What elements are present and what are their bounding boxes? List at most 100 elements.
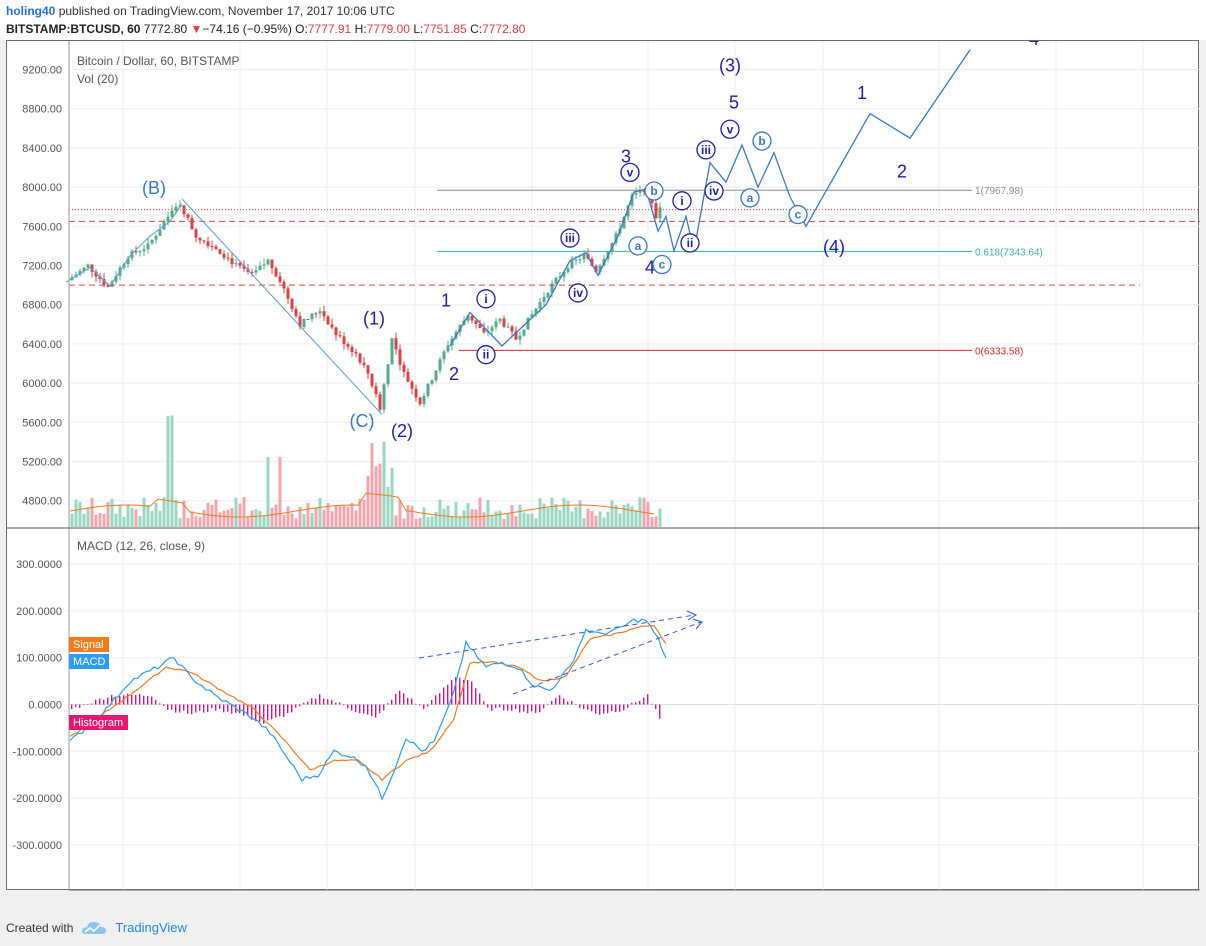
candle-body	[114, 276, 118, 282]
volume-bar	[398, 500, 402, 527]
histogram-bar	[255, 704, 257, 722]
histogram-bar	[411, 698, 413, 705]
histogram-bar	[395, 694, 397, 705]
histogram-bar	[583, 704, 585, 710]
histogram-bar	[331, 700, 333, 705]
histogram-bar	[163, 704, 165, 707]
volume-bar	[342, 505, 346, 527]
histogram-bar	[535, 704, 537, 713]
volume-bar	[166, 415, 170, 527]
histogram-bar	[383, 704, 385, 711]
histogram-bar	[307, 701, 309, 705]
price-tick-label: 7600.00	[22, 221, 62, 233]
volume-bar	[634, 510, 638, 527]
candle-body	[310, 313, 314, 320]
candle-body	[414, 388, 418, 398]
histogram-bar	[519, 704, 521, 713]
macd-tick-label: 300.0000	[16, 559, 62, 571]
wave-circle-label: iii	[701, 143, 711, 157]
histogram-bar	[431, 699, 433, 705]
publish-line: holing40 published on TradingView.com, N…	[6, 4, 395, 18]
volume-bar	[290, 513, 294, 527]
open-label: O:	[295, 22, 308, 36]
candle-body	[78, 270, 82, 275]
histogram-bar	[203, 704, 205, 713]
histogram-bar	[267, 704, 269, 721]
chart-panel[interactable]: 1(7967.98) 0.618(7343.64) 0(6333.58) (B) (C)…	[6, 29, 1200, 909]
chart-svg[interactable]: 1(7967.98) 0.618(7343.64) 0(6333.58) (B) (C)…	[7, 29, 1200, 909]
wave-circle	[620, 162, 640, 183]
volume-bar	[630, 506, 634, 527]
candle-body	[126, 258, 130, 265]
candle-body	[354, 351, 358, 354]
candle-body	[510, 326, 514, 332]
histogram-bar	[451, 680, 453, 705]
histogram-bar	[191, 704, 193, 715]
volume-bar	[134, 509, 138, 527]
histogram-bar	[311, 698, 313, 705]
tradingview-logo[interactable]: TradingView	[115, 920, 187, 935]
volume-bar	[298, 506, 302, 527]
histogram-bar	[511, 704, 513, 711]
histogram-bar	[403, 693, 405, 705]
volume-bar	[518, 504, 522, 527]
histogram-bar	[547, 704, 549, 706]
macd-legend: MACD (12, 26, close, 9)	[77, 539, 205, 553]
wave-circle	[704, 181, 724, 201]
volume-bar	[654, 516, 658, 527]
histogram-bar	[347, 704, 349, 709]
volume-bar	[338, 506, 342, 527]
wave-label: 2	[449, 364, 459, 384]
candle-body	[562, 271, 566, 277]
volume-bar	[470, 509, 474, 527]
volume-bar	[110, 498, 114, 527]
price-change: −74.16 (−0.95%)	[202, 22, 292, 36]
price-tick-label: 4800.00	[22, 496, 62, 508]
volume-bar	[390, 467, 394, 527]
volume-bar	[402, 518, 406, 527]
histogram-bar	[323, 698, 325, 705]
volume-bar	[626, 503, 630, 527]
wave-circle	[628, 236, 648, 256]
histogram-bar	[423, 704, 425, 710]
histogram-bar	[167, 704, 169, 711]
histogram-bar	[455, 677, 457, 705]
candle-body	[154, 235, 158, 240]
volume-bar	[578, 500, 582, 527]
candle-body	[634, 192, 638, 195]
candle-body	[118, 267, 122, 277]
volume-bar	[238, 503, 242, 527]
histogram-bar	[503, 704, 505, 711]
volume-bar	[362, 499, 366, 527]
candle-body	[306, 319, 310, 321]
volume-bar	[394, 515, 398, 527]
fib-level-label: 0(6333.58)	[975, 346, 1023, 357]
candle-body	[570, 260, 574, 269]
volume-bar	[438, 499, 442, 527]
candle-body	[110, 281, 114, 287]
candle-body	[550, 283, 554, 293]
volume-bar	[330, 511, 334, 527]
wave-circle	[644, 181, 664, 201]
candle-body	[322, 311, 326, 317]
volume-bar	[122, 517, 126, 527]
signal-tag	[69, 637, 109, 652]
histogram-bar	[651, 703, 653, 705]
volume-bar	[294, 518, 298, 527]
volume-bar	[346, 506, 350, 527]
histogram-bar	[551, 700, 553, 705]
volume-bar	[74, 499, 78, 527]
candle-body	[538, 301, 542, 309]
low-value: 7751.85	[423, 22, 467, 36]
last-price: 7772.80	[143, 22, 188, 36]
histogram-bar	[71, 704, 73, 710]
wave-circle-label: v	[727, 122, 734, 136]
volume-bar	[318, 498, 322, 527]
volume-bar	[370, 443, 374, 527]
histogram-bar	[571, 701, 573, 705]
histogram-bar	[459, 677, 461, 705]
histogram-bar	[643, 697, 645, 705]
candle-body	[470, 315, 474, 321]
wave-circle-label: i	[680, 194, 683, 208]
author-link[interactable]: holing40	[6, 4, 56, 18]
